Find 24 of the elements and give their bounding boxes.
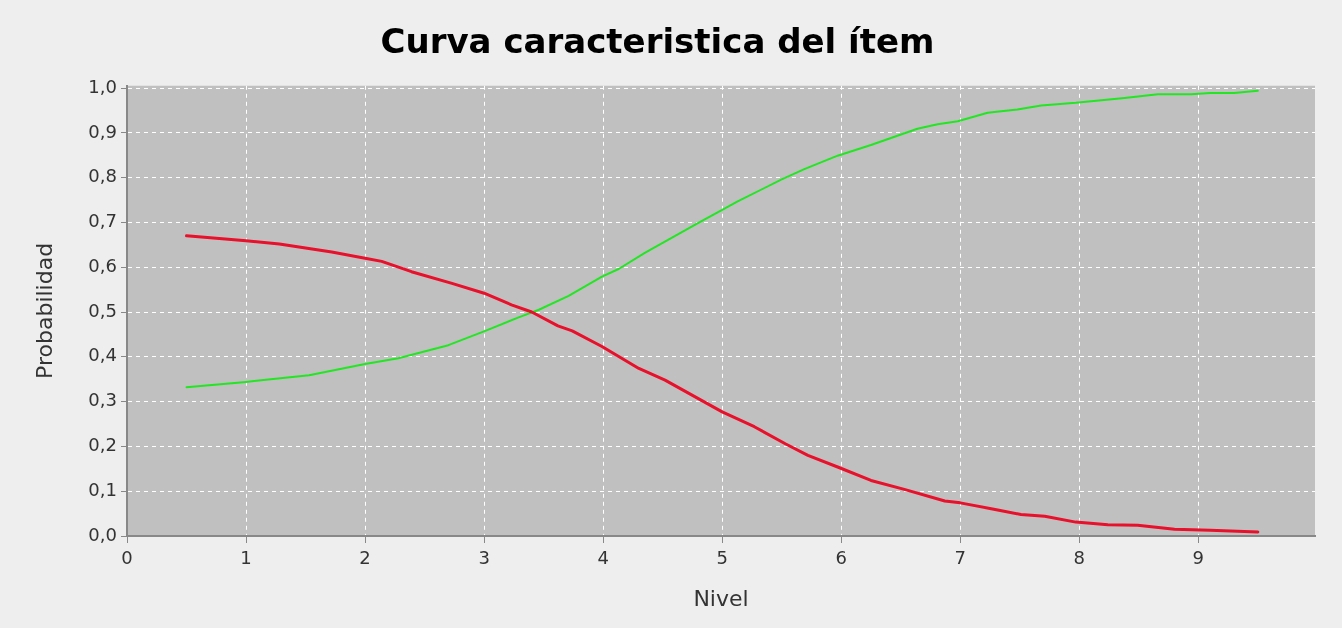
x-tick-label: 1 [240,547,252,569]
x-tick-label: 0 [121,547,133,569]
y-tick-label: 1,0 [88,75,117,97]
x-tick-label: 7 [954,547,966,569]
y-tick-label: 0,2 [88,434,117,456]
y-tick-label: 0,1 [88,478,117,500]
x-tick-label: 8 [1073,547,1086,569]
y-tick-label: 0,3 [88,389,117,411]
y-tick-label: 0,6 [88,254,117,276]
x-tick-label: 3 [478,547,490,569]
y-tick-label: 0,5 [88,299,117,321]
x-tick-label: 9 [1192,547,1205,569]
x-axis-title: Nivel [693,585,749,611]
x-tick-label: 6 [835,547,847,569]
y-axis-title: Probabilidad [31,242,57,379]
y-tick-label: 0,9 [88,120,117,142]
x-tick-label: 4 [597,547,609,569]
x-tick-label: 2 [359,547,371,569]
y-tick-label: 0,8 [88,165,117,187]
chart-title: Curva caracteristica del ítem [380,21,935,62]
y-tick-label: 0,0 [88,523,117,545]
x-tick-label: 5 [716,547,728,569]
y-tick-label: 0,4 [88,344,117,366]
y-tick-label: 0,7 [88,210,117,232]
